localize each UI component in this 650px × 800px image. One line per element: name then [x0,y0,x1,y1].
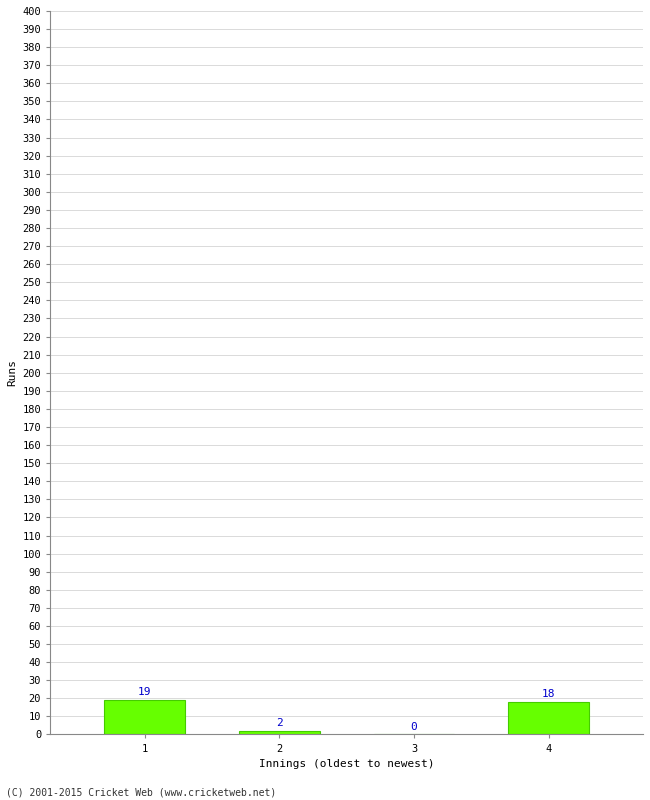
Text: 18: 18 [542,690,556,699]
Text: 0: 0 [411,722,417,732]
Text: (C) 2001-2015 Cricket Web (www.cricketweb.net): (C) 2001-2015 Cricket Web (www.cricketwe… [6,787,277,798]
Y-axis label: Runs: Runs [7,359,17,386]
Bar [508,702,589,734]
Bar [104,700,185,734]
Text: 19: 19 [138,687,151,698]
Text: 2: 2 [276,718,283,728]
Bar [239,731,320,734]
X-axis label: Innings (oldest to newest): Innings (oldest to newest) [259,759,434,769]
